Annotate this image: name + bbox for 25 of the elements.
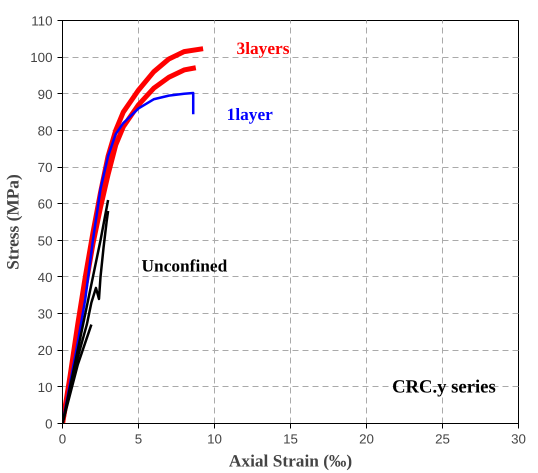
y-tick-label: 10 bbox=[38, 380, 53, 395]
text: Unconfined bbox=[142, 256, 228, 276]
y-axis-title: Stress (MPa) bbox=[3, 174, 22, 270]
x-tick-label: 30 bbox=[511, 432, 526, 446]
series-label: 1layer bbox=[226, 104, 274, 124]
y-tick-label: 90 bbox=[38, 86, 53, 102]
x-axis-title: Axial Strain (‰) bbox=[228, 452, 352, 470]
x-tick-label: 10 bbox=[207, 432, 222, 446]
x-tick-label: 20 bbox=[359, 432, 374, 446]
x-tick-label: 25 bbox=[435, 432, 450, 446]
annotation: CRC.y series bbox=[392, 376, 496, 398]
y-tick-label: 110 bbox=[31, 14, 52, 28]
y-tick-label: 20 bbox=[38, 343, 53, 358]
x-tick-label: 15 bbox=[283, 432, 298, 446]
y-tick-label: 0 bbox=[45, 416, 53, 432]
y-tick-label: 100 bbox=[30, 50, 53, 66]
y-tick-label: 60 bbox=[38, 196, 53, 212]
x-tick-label: 5 bbox=[134, 432, 142, 446]
y-tick-label: 30 bbox=[38, 306, 53, 322]
y-tick-label: 80 bbox=[38, 123, 53, 138]
y-tick-label: 40 bbox=[38, 270, 53, 285]
series-label: 3layers bbox=[236, 39, 290, 58]
y-tick-label: 50 bbox=[38, 233, 53, 248]
y-tick-label: 70 bbox=[38, 160, 53, 176]
x-tick-label: 0 bbox=[58, 432, 66, 446]
